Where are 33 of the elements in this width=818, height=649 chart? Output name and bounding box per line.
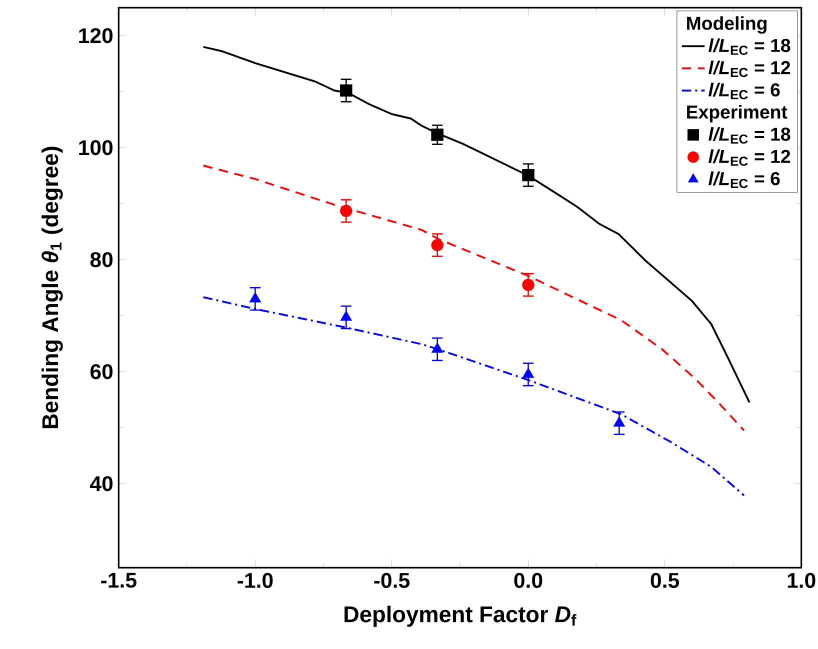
- legend-label: l/L$_{EC}$ = 18: [708, 127, 790, 144]
- x-tick-label: -0.5: [374, 572, 410, 588]
- x-tick-label: 1.0: [788, 572, 816, 588]
- annotation: Experiment: [687, 104, 788, 122]
- line-series: [202, 296, 745, 496]
- point: [340, 204, 352, 218]
- point: [522, 168, 534, 182]
- point: [431, 128, 444, 141]
- y-tick-label: 100: [79, 140, 113, 156]
- point: [250, 292, 261, 302]
- point: [340, 311, 352, 321]
- legend-label: l/L$_{EC}$ = 18: [708, 38, 790, 55]
- x-tick-label: -1.5: [101, 572, 136, 588]
- x-tick-label: -1.0: [238, 572, 273, 588]
- point: [340, 84, 352, 97]
- legend-label: l/L$_{EC}$ = 6: [708, 82, 780, 100]
- y-tick-label: 120: [79, 28, 113, 44]
- point: [431, 238, 444, 252]
- point: [522, 278, 534, 291]
- x-tick-label: 0.0: [514, 572, 542, 588]
- legend-label: l/L$_{EC}$ = 12: [708, 60, 790, 78]
- x-axis-title: Deployment Factor D$_{f}$: [344, 606, 576, 627]
- point: [614, 417, 625, 427]
- y-tick-label: 80: [90, 252, 113, 268]
- point: [522, 368, 534, 378]
- point: [432, 343, 443, 353]
- y-tick-label: 60: [90, 364, 113, 380]
- legend-title: Modeling: [687, 16, 766, 34]
- legend-label: l/L$_{EC}$ = 12: [708, 149, 790, 166]
- y-tick-label: 40: [90, 476, 113, 492]
- x-tick-label: 0.5: [650, 572, 680, 588]
- y-axis-title: Bending Angle θ$_{1}$ (degree): [42, 146, 63, 428]
- legend-label: l/L$_{EC}$ = 6: [708, 172, 780, 188]
